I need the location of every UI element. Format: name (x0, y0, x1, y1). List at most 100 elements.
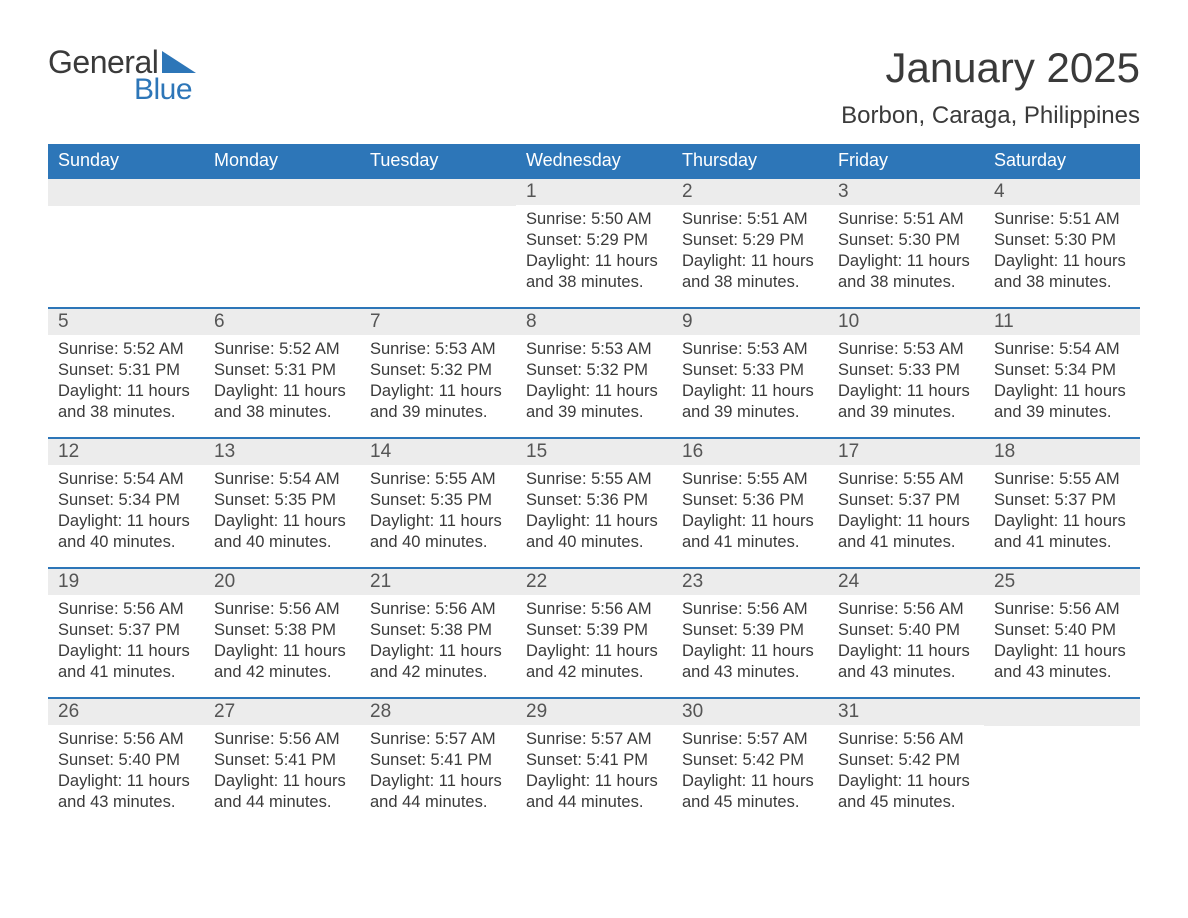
sunrise-text: Sunrise: 5:52 AM (214, 339, 350, 360)
day-details: Sunrise: 5:56 AMSunset: 5:39 PMDaylight:… (672, 595, 828, 691)
sunrise-text: Sunrise: 5:53 AM (370, 339, 506, 360)
daylight-text: Daylight: 11 hours and 39 minutes. (994, 381, 1130, 423)
sunset-text: Sunset: 5:33 PM (838, 360, 974, 381)
daylight-text: Daylight: 11 hours and 38 minutes. (682, 251, 818, 293)
week-row: 5Sunrise: 5:52 AMSunset: 5:31 PMDaylight… (48, 307, 1140, 437)
sunrise-text: Sunrise: 5:54 AM (994, 339, 1130, 360)
day-number: 5 (48, 309, 204, 335)
day-details: Sunrise: 5:55 AMSunset: 5:37 PMDaylight:… (828, 465, 984, 561)
day-number: 11 (984, 309, 1140, 335)
day-cell: 27Sunrise: 5:56 AMSunset: 5:41 PMDayligh… (204, 699, 360, 827)
daylight-text: Daylight: 11 hours and 41 minutes. (994, 511, 1130, 553)
sunset-text: Sunset: 5:35 PM (214, 490, 350, 511)
day-details: Sunrise: 5:56 AMSunset: 5:37 PMDaylight:… (48, 595, 204, 691)
daylight-text: Daylight: 11 hours and 38 minutes. (526, 251, 662, 293)
day-number: 13 (204, 439, 360, 465)
daylight-text: Daylight: 11 hours and 40 minutes. (526, 511, 662, 553)
sunrise-text: Sunrise: 5:55 AM (682, 469, 818, 490)
day-cell: 17Sunrise: 5:55 AMSunset: 5:37 PMDayligh… (828, 439, 984, 567)
day-details: Sunrise: 5:53 AMSunset: 5:33 PMDaylight:… (672, 335, 828, 431)
day-details: Sunrise: 5:54 AMSunset: 5:35 PMDaylight:… (204, 465, 360, 561)
calendar-grid: Sunday Monday Tuesday Wednesday Thursday… (48, 144, 1140, 827)
day-number: 20 (204, 569, 360, 595)
day-cell: 10Sunrise: 5:53 AMSunset: 5:33 PMDayligh… (828, 309, 984, 437)
day-details: Sunrise: 5:52 AMSunset: 5:31 PMDaylight:… (204, 335, 360, 431)
day-header-row: Sunday Monday Tuesday Wednesday Thursday… (48, 144, 1140, 177)
day-cell: 2Sunrise: 5:51 AMSunset: 5:29 PMDaylight… (672, 179, 828, 307)
sunrise-text: Sunrise: 5:55 AM (838, 469, 974, 490)
daylight-text: Daylight: 11 hours and 38 minutes. (994, 251, 1130, 293)
sunrise-text: Sunrise: 5:51 AM (994, 209, 1130, 230)
sunset-text: Sunset: 5:38 PM (214, 620, 350, 641)
day-details: Sunrise: 5:50 AMSunset: 5:29 PMDaylight:… (516, 205, 672, 301)
day-cell: 26Sunrise: 5:56 AMSunset: 5:40 PMDayligh… (48, 699, 204, 827)
day-number (204, 179, 360, 206)
day-cell: 29Sunrise: 5:57 AMSunset: 5:41 PMDayligh… (516, 699, 672, 827)
sunset-text: Sunset: 5:36 PM (526, 490, 662, 511)
day-details: Sunrise: 5:56 AMSunset: 5:42 PMDaylight:… (828, 725, 984, 821)
day-cell: 15Sunrise: 5:55 AMSunset: 5:36 PMDayligh… (516, 439, 672, 567)
daylight-text: Daylight: 11 hours and 42 minutes. (214, 641, 350, 683)
day-details: Sunrise: 5:53 AMSunset: 5:32 PMDaylight:… (360, 335, 516, 431)
sunrise-text: Sunrise: 5:53 AM (838, 339, 974, 360)
sunset-text: Sunset: 5:32 PM (370, 360, 506, 381)
sunset-text: Sunset: 5:31 PM (58, 360, 194, 381)
day-number: 24 (828, 569, 984, 595)
daylight-text: Daylight: 11 hours and 40 minutes. (214, 511, 350, 553)
sunset-text: Sunset: 5:29 PM (682, 230, 818, 251)
day-cell: 28Sunrise: 5:57 AMSunset: 5:41 PMDayligh… (360, 699, 516, 827)
dayhead-sat: Saturday (984, 144, 1140, 177)
week-row: 12Sunrise: 5:54 AMSunset: 5:34 PMDayligh… (48, 437, 1140, 567)
day-number: 8 (516, 309, 672, 335)
day-number: 1 (516, 179, 672, 205)
day-details: Sunrise: 5:51 AMSunset: 5:29 PMDaylight:… (672, 205, 828, 301)
day-number: 3 (828, 179, 984, 205)
sunrise-text: Sunrise: 5:57 AM (370, 729, 506, 750)
day-details: Sunrise: 5:55 AMSunset: 5:36 PMDaylight:… (672, 465, 828, 561)
day-details: Sunrise: 5:55 AMSunset: 5:35 PMDaylight:… (360, 465, 516, 561)
dayhead-thu: Thursday (672, 144, 828, 177)
sunrise-text: Sunrise: 5:53 AM (682, 339, 818, 360)
day-number: 25 (984, 569, 1140, 595)
sunrise-text: Sunrise: 5:55 AM (370, 469, 506, 490)
day-number: 22 (516, 569, 672, 595)
day-details: Sunrise: 5:53 AMSunset: 5:32 PMDaylight:… (516, 335, 672, 431)
day-number: 9 (672, 309, 828, 335)
week-row: 1Sunrise: 5:50 AMSunset: 5:29 PMDaylight… (48, 177, 1140, 307)
day-cell (204, 179, 360, 307)
daylight-text: Daylight: 11 hours and 44 minutes. (214, 771, 350, 813)
month-title: January 2025 (841, 44, 1140, 92)
day-cell: 6Sunrise: 5:52 AMSunset: 5:31 PMDaylight… (204, 309, 360, 437)
daylight-text: Daylight: 11 hours and 41 minutes. (838, 511, 974, 553)
daylight-text: Daylight: 11 hours and 41 minutes. (682, 511, 818, 553)
day-number: 15 (516, 439, 672, 465)
sunrise-text: Sunrise: 5:56 AM (370, 599, 506, 620)
sunrise-text: Sunrise: 5:56 AM (58, 729, 194, 750)
sunrise-text: Sunrise: 5:56 AM (526, 599, 662, 620)
day-cell: 31Sunrise: 5:56 AMSunset: 5:42 PMDayligh… (828, 699, 984, 827)
sunset-text: Sunset: 5:42 PM (682, 750, 818, 771)
day-details: Sunrise: 5:57 AMSunset: 5:42 PMDaylight:… (672, 725, 828, 821)
sunrise-text: Sunrise: 5:56 AM (58, 599, 194, 620)
dayhead-sun: Sunday (48, 144, 204, 177)
day-details: Sunrise: 5:56 AMSunset: 5:39 PMDaylight:… (516, 595, 672, 691)
day-details: Sunrise: 5:54 AMSunset: 5:34 PMDaylight:… (48, 465, 204, 561)
day-details: Sunrise: 5:57 AMSunset: 5:41 PMDaylight:… (516, 725, 672, 821)
day-number: 16 (672, 439, 828, 465)
day-cell: 16Sunrise: 5:55 AMSunset: 5:36 PMDayligh… (672, 439, 828, 567)
day-number: 26 (48, 699, 204, 725)
sunset-text: Sunset: 5:30 PM (994, 230, 1130, 251)
sunrise-text: Sunrise: 5:56 AM (682, 599, 818, 620)
week-row: 26Sunrise: 5:56 AMSunset: 5:40 PMDayligh… (48, 697, 1140, 827)
day-cell: 13Sunrise: 5:54 AMSunset: 5:35 PMDayligh… (204, 439, 360, 567)
day-cell: 3Sunrise: 5:51 AMSunset: 5:30 PMDaylight… (828, 179, 984, 307)
day-number: 14 (360, 439, 516, 465)
day-cell: 4Sunrise: 5:51 AMSunset: 5:30 PMDaylight… (984, 179, 1140, 307)
sunset-text: Sunset: 5:40 PM (994, 620, 1130, 641)
sunset-text: Sunset: 5:37 PM (994, 490, 1130, 511)
day-number: 18 (984, 439, 1140, 465)
sunset-text: Sunset: 5:31 PM (214, 360, 350, 381)
day-number: 10 (828, 309, 984, 335)
daylight-text: Daylight: 11 hours and 42 minutes. (526, 641, 662, 683)
day-number: 19 (48, 569, 204, 595)
